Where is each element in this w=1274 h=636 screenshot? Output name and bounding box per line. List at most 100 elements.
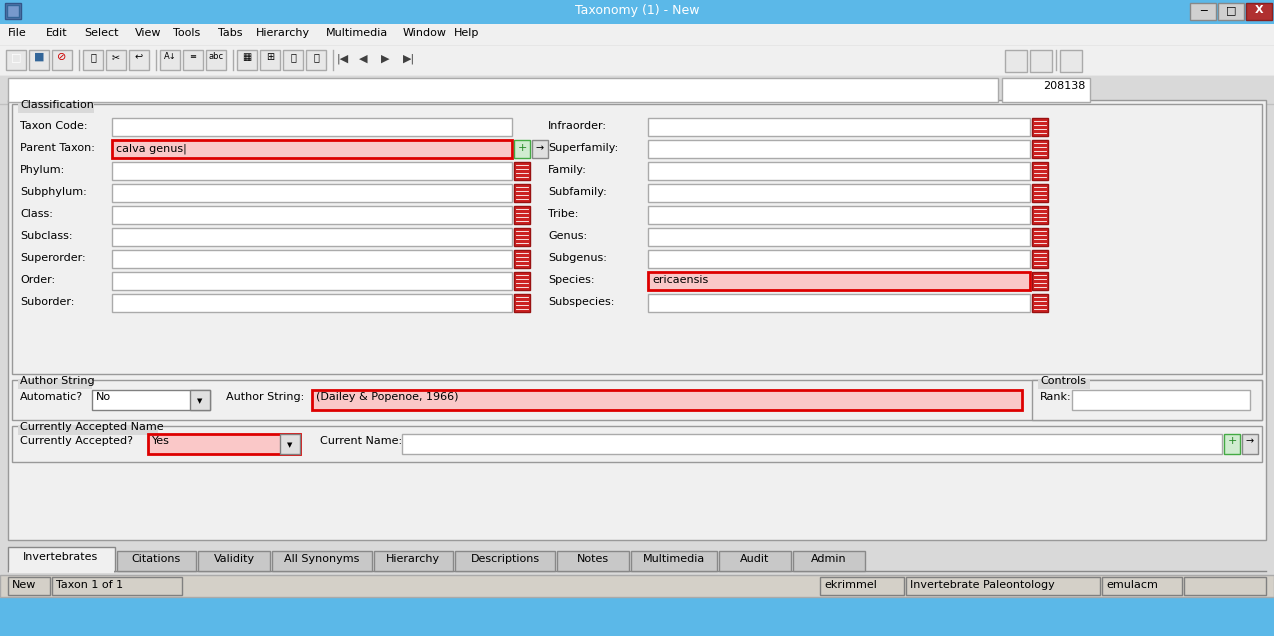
Bar	[1032, 228, 1049, 246]
Bar	[648, 272, 1029, 290]
Text: Classification: Classification	[20, 100, 94, 110]
Bar	[106, 50, 126, 70]
Bar	[648, 184, 1029, 202]
Bar	[1032, 250, 1049, 268]
Bar	[283, 50, 303, 70]
Text: ◀: ◀	[359, 54, 367, 64]
Bar	[8, 78, 998, 102]
Bar	[513, 250, 530, 268]
Bar	[129, 50, 149, 70]
Bar	[183, 50, 203, 70]
Text: ─: ─	[1200, 5, 1206, 15]
Text: ✂: ✂	[112, 52, 120, 62]
Text: Author String: Author String	[20, 376, 94, 386]
Bar	[112, 140, 512, 158]
Bar	[6, 50, 25, 70]
Bar	[92, 390, 210, 410]
Text: Audit: Audit	[740, 554, 769, 564]
Text: →: →	[536, 143, 544, 153]
Text: abc: abc	[209, 52, 223, 61]
Text: 🖼: 🖼	[313, 52, 318, 62]
Bar	[83, 50, 103, 70]
Text: Suborder:: Suborder:	[20, 297, 74, 307]
Text: New: New	[11, 580, 37, 590]
Bar	[648, 294, 1029, 312]
Bar	[1218, 3, 1243, 20]
Text: Citations: Citations	[131, 554, 181, 564]
Bar	[0, 24, 1274, 46]
Bar	[312, 390, 1022, 410]
Text: Automatic?: Automatic?	[20, 392, 83, 402]
Bar	[0, 598, 1274, 636]
Text: Class:: Class:	[20, 209, 54, 219]
Bar	[1224, 434, 1240, 454]
Bar	[1032, 206, 1049, 224]
Bar	[18, 103, 94, 113]
Text: Hierarchy: Hierarchy	[386, 554, 440, 564]
Text: calva genus|: calva genus|	[116, 143, 187, 153]
Bar	[148, 434, 299, 454]
Bar	[1102, 577, 1182, 595]
Text: Subspecies:: Subspecies:	[548, 297, 614, 307]
Bar	[631, 551, 717, 571]
Bar	[306, 50, 326, 70]
Bar	[0, 575, 1274, 597]
Text: File: File	[8, 28, 27, 38]
Text: ▦: ▦	[242, 52, 252, 62]
Bar	[112, 272, 512, 290]
Bar	[206, 50, 225, 70]
Bar	[648, 162, 1029, 180]
Text: →: →	[1246, 436, 1254, 446]
Text: ⊘: ⊘	[57, 52, 66, 62]
Bar	[1032, 184, 1049, 202]
Text: Controls: Controls	[1040, 376, 1085, 386]
Bar	[792, 551, 865, 571]
Text: Infraorder:: Infraorder:	[548, 121, 606, 131]
Bar	[161, 50, 180, 70]
Text: Species:: Species:	[548, 275, 595, 285]
Bar	[513, 272, 530, 290]
Text: Invertebrates: Invertebrates	[23, 552, 98, 562]
Text: Genus:: Genus:	[548, 231, 587, 241]
Text: Rank:: Rank:	[1040, 392, 1071, 402]
Bar	[112, 228, 512, 246]
Bar	[1242, 434, 1257, 454]
Bar	[112, 294, 512, 312]
Text: ■: ■	[33, 52, 45, 62]
Bar	[273, 551, 372, 571]
Text: Admin: Admin	[812, 554, 847, 564]
Text: X: X	[1255, 5, 1264, 15]
Bar	[1032, 162, 1049, 180]
Bar	[11, 426, 1263, 462]
Text: Multimedia: Multimedia	[326, 28, 389, 38]
Text: 📄: 📄	[290, 52, 296, 62]
Bar	[648, 228, 1029, 246]
Bar	[1032, 140, 1049, 158]
Text: Taxon 1 of 1: Taxon 1 of 1	[56, 580, 124, 590]
Text: Currently Accepted?: Currently Accepted?	[20, 436, 132, 446]
Text: Subgenus:: Subgenus:	[548, 253, 606, 263]
Bar	[1246, 3, 1271, 20]
Bar	[8, 577, 50, 595]
Bar	[0, 549, 1274, 575]
Bar	[1032, 272, 1049, 290]
Bar	[648, 206, 1029, 224]
Text: 📋: 📋	[90, 52, 96, 62]
Bar	[1071, 390, 1250, 410]
Bar	[513, 162, 530, 180]
Bar	[557, 551, 629, 571]
Bar	[260, 50, 280, 70]
Bar	[513, 228, 530, 246]
Bar	[1029, 50, 1052, 72]
Text: Current Name:: Current Name:	[320, 436, 403, 446]
Bar	[513, 184, 530, 202]
Bar	[5, 3, 20, 19]
Bar	[455, 551, 555, 571]
Bar	[112, 118, 512, 136]
Bar	[0, 0, 1274, 24]
Bar	[1184, 577, 1266, 595]
Bar	[237, 50, 257, 70]
Text: ↩: ↩	[135, 52, 143, 62]
Text: Currently Accepted Name: Currently Accepted Name	[20, 422, 163, 432]
Text: Tribe:: Tribe:	[548, 209, 578, 219]
